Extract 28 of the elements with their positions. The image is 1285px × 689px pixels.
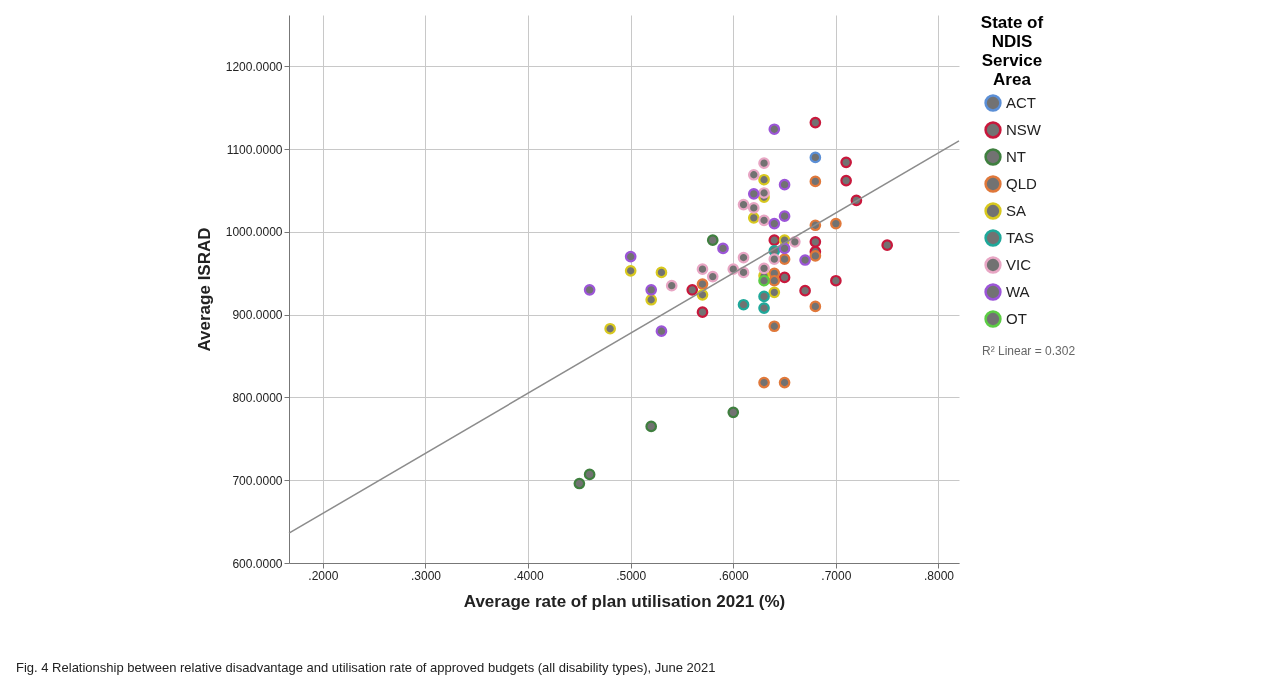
- text: R² Linear = 0.302: [982, 344, 1076, 358]
- legend-label: ACT: [1006, 94, 1036, 111]
- y-tick-label: 700.0000: [232, 473, 283, 488]
- x-axis-title: Average rate of plan utilisation 2021 (%): [463, 591, 786, 611]
- legend-label: OT: [1006, 310, 1027, 327]
- caption: Fig. 4 Relationship between relative disadvantage and utilisation rate of approved budgets (all disability types), June 2021: [16, 660, 716, 675]
- x-tick-label: .8000: [923, 568, 955, 583]
- legend-label: QLD: [1006, 175, 1038, 192]
- y-tick-label: 600.0000: [232, 556, 283, 571]
- legend-label: WA: [1006, 283, 1030, 300]
- y-tick-label: 800.0000: [232, 390, 283, 405]
- x-tick-label: .7000: [821, 568, 852, 583]
- legend-label: TAS: [1006, 229, 1035, 246]
- x-tick-label: .2000: [308, 568, 339, 583]
- x-tick-label: .5000: [616, 568, 647, 583]
- x-tick-label: .6000: [718, 568, 750, 583]
- legend-title: State of NDIS Service Area: [980, 13, 1044, 89]
- y-tick-label: 1000.0000: [225, 225, 283, 240]
- legend-label: SA: [1006, 202, 1027, 219]
- y-tick-label: 1100.0000: [226, 142, 283, 157]
- x-tick-label: .3000: [410, 568, 442, 583]
- legend-label: VIC: [1006, 256, 1032, 273]
- x-tick-label: .4000: [513, 568, 544, 583]
- legend-label: NT: [1006, 148, 1026, 165]
- legend-label: NSW: [1006, 121, 1042, 138]
- y-tick-label: 900.0000: [232, 308, 283, 323]
- y-axis-title: Average ISRAD: [194, 227, 214, 352]
- y-tick-label: 1200.0000: [225, 59, 283, 74]
